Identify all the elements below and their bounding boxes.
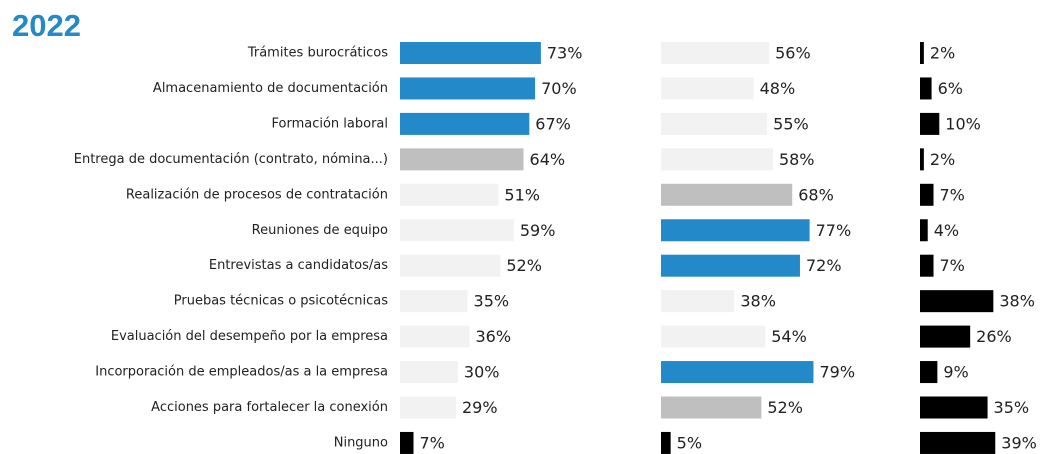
value-label: 54% (771, 327, 807, 346)
value-label: 2% (930, 44, 955, 63)
value-label: 68% (798, 185, 834, 204)
bar (661, 148, 773, 171)
value-label: 52% (767, 398, 803, 417)
value-label: 52% (506, 256, 542, 275)
value-label: 36% (475, 327, 511, 346)
bar (920, 290, 994, 313)
bar (400, 396, 456, 419)
value-label: 38% (999, 292, 1035, 311)
bar (400, 183, 499, 206)
value-label: 10% (945, 114, 981, 133)
value-label: 4% (934, 221, 959, 240)
bar (400, 431, 414, 454)
bar (661, 431, 671, 454)
bar (400, 219, 514, 242)
bar (400, 42, 541, 64)
category-label: Entrevistas a candidatos/as (209, 258, 388, 273)
value-label: 35% (994, 398, 1030, 417)
value-label: 29% (462, 398, 498, 417)
category-label: Reuniones de equipo (252, 223, 388, 238)
value-label: 38% (740, 292, 776, 311)
bar (400, 290, 468, 313)
bar (920, 42, 924, 64)
bar (920, 325, 971, 348)
value-label: 26% (976, 327, 1012, 346)
value-label: 77% (816, 221, 852, 240)
bar (661, 183, 793, 206)
value-label: 58% (779, 150, 815, 169)
value-label: 7% (940, 185, 965, 204)
bar (920, 254, 934, 277)
value-label: 64% (530, 150, 566, 169)
bar (920, 361, 938, 384)
bar (400, 325, 470, 348)
category-label: Formación laboral (271, 116, 388, 131)
bar (920, 148, 924, 171)
value-label: 39% (1001, 433, 1037, 452)
bar (920, 183, 934, 206)
value-label: 59% (520, 221, 556, 240)
bar (661, 361, 814, 384)
value-label: 2% (930, 150, 955, 169)
bar (920, 219, 928, 242)
category-label: Acciones para fortalecer la conexión (151, 400, 388, 415)
bar (400, 361, 458, 384)
value-label: 35% (474, 292, 510, 311)
value-label: 56% (775, 44, 811, 63)
value-label: 72% (806, 256, 842, 275)
bar (661, 396, 762, 419)
bar (920, 396, 988, 419)
value-label: 7% (940, 256, 965, 275)
bar (920, 431, 996, 454)
value-label: 73% (547, 44, 583, 63)
value-label: 67% (535, 114, 571, 133)
value-label: 55% (773, 114, 809, 133)
chart-title: 2022 (12, 8, 81, 43)
bar (661, 77, 754, 100)
bar (920, 77, 932, 100)
category-label: Evaluación del desempeño por la empresa (111, 329, 388, 344)
bar (661, 325, 766, 348)
value-label: 5% (677, 433, 702, 452)
value-label: 79% (819, 363, 855, 382)
category-label: Pruebas técnicas o psicotécnicas (174, 294, 388, 309)
bar (661, 219, 810, 242)
value-label: 9% (943, 363, 968, 382)
value-label: 7% (420, 433, 445, 452)
value-label: 6% (938, 79, 963, 98)
value-label: 70% (541, 79, 577, 98)
bar (400, 148, 524, 171)
value-label: 48% (760, 79, 796, 98)
category-label: Ninguno (334, 435, 388, 450)
category-label: Entrega de documentación (contrato, nómi… (74, 152, 388, 167)
bar (400, 77, 536, 100)
category-label: Trámites burocráticos (247, 46, 388, 61)
category-label: Incorporación de empleados/as a la empre… (95, 365, 388, 380)
value-label: 51% (504, 185, 540, 204)
bar (920, 112, 940, 135)
bar (661, 112, 768, 135)
bar (661, 42, 770, 64)
bar (400, 254, 501, 277)
bar (661, 254, 800, 277)
value-label: 30% (464, 363, 500, 382)
category-label: Almacenamiento de documentación (153, 81, 388, 96)
bar (661, 290, 735, 313)
category-label: Realización de procesos de contratación (126, 187, 388, 202)
bar (400, 112, 530, 135)
